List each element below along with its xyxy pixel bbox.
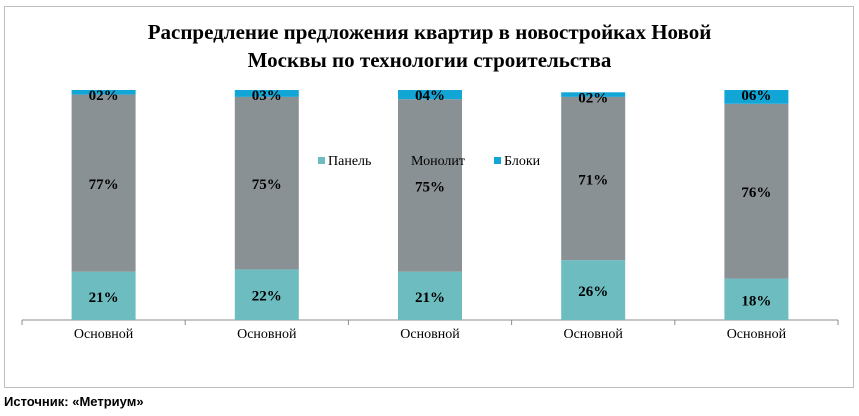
source-note: Источник: «Метриум» xyxy=(4,394,144,409)
data-label: 22% xyxy=(252,289,282,305)
x-tick-label: Основной xyxy=(74,327,134,342)
stacked-bar-chart: 21% 77% 02% Основной 22% 75% 03% Основной 21% 75%… xyxy=(21,88,839,342)
bar-segment-Монолит xyxy=(724,103,789,279)
bar-segment-Панель xyxy=(234,269,299,320)
bar-segment-Блоки xyxy=(398,90,462,100)
bar-segment-Монолит xyxy=(234,96,299,270)
data-label: 76% xyxy=(741,185,771,201)
x-tick-label: Основной xyxy=(400,327,460,342)
data-label: 04% xyxy=(415,88,445,104)
data-label: 26% xyxy=(578,284,608,300)
data-label: 02% xyxy=(578,90,608,106)
legend-swatch-Панель xyxy=(318,157,325,164)
data-label: 75% xyxy=(415,179,445,195)
legend-swatch-Монолит xyxy=(401,157,408,164)
bar-segment-Блоки xyxy=(561,92,626,97)
data-label: 06% xyxy=(741,88,771,104)
chart-title-line-1: Распредление предложения квартир в новос… xyxy=(147,20,712,44)
legend-label: Панель xyxy=(328,154,371,169)
data-label: 02% xyxy=(89,88,119,104)
data-label: 75% xyxy=(252,177,282,193)
bar-segment-Панель xyxy=(561,260,626,320)
x-tick-label: Основной xyxy=(563,327,623,342)
x-tick-label: Основной xyxy=(727,327,787,342)
data-label: 21% xyxy=(415,290,445,306)
bar-segment-Монолит xyxy=(71,94,136,272)
chart-title: Распредление предложения квартир в новос… xyxy=(0,18,859,74)
bar-segment-Монолит xyxy=(398,99,462,272)
data-label: 71% xyxy=(578,173,608,189)
data-label: 03% xyxy=(252,88,282,104)
legend-label: Монолит xyxy=(411,154,465,169)
bar-segment-Панель xyxy=(398,271,462,320)
bar-segment-Блоки xyxy=(234,90,299,97)
x-tick-label: Основной xyxy=(237,327,297,342)
data-label: 77% xyxy=(89,177,119,193)
legend-label: Блоки xyxy=(504,154,541,169)
bar-segment-Блоки xyxy=(71,90,136,95)
bar-segment-Блоки xyxy=(724,90,789,104)
data-label: 21% xyxy=(89,290,119,306)
bar-segment-Панель xyxy=(724,278,789,320)
bar-segment-Монолит xyxy=(561,96,626,261)
data-label: 18% xyxy=(741,293,771,309)
legend-swatch-Блоки xyxy=(494,157,501,164)
chart-title-line-2: Москвы по технологии строительства xyxy=(247,48,612,72)
bar-segment-Панель xyxy=(71,271,136,320)
